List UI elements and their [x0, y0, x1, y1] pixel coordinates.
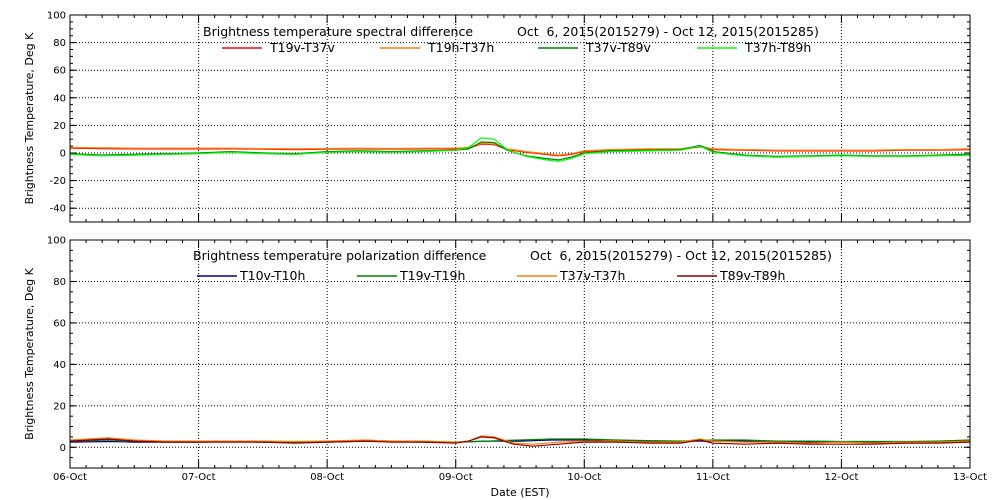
top-series-line-t37h-t89h: [69, 137, 971, 162]
bottom-legend-label: T89v-T89h: [719, 268, 785, 283]
top-date-range: Oct 6, 2015(2015279) - Oct 12, 2015(2015…: [517, 24, 819, 39]
top-ytick-label: -40: [50, 204, 66, 215]
bottom-xtick-label: 09-Oct: [439, 472, 473, 483]
bottom-series-line-t37v-t37h: [69, 435, 971, 445]
top-ytick-label: 40: [53, 93, 66, 104]
top-legend-label: T37v-T89v: [585, 40, 652, 55]
bottom-ytick-label: 0: [60, 443, 66, 454]
bottom-plot-frame: [69, 239, 971, 469]
bottom-ytick-label: 60: [53, 318, 66, 329]
bottom-xtick-label: 10-Oct: [567, 472, 601, 483]
top-ytick-label: -20: [50, 176, 66, 187]
top-ytick-label: 0: [60, 149, 66, 160]
bottom-chart-title: Brightness temperature polarization diff…: [193, 248, 487, 263]
bottom-xtick-label: 11-Oct: [696, 472, 730, 483]
top-ytick-label: 80: [53, 38, 66, 49]
top-panel: -40 -20 0 20 40 60 80 100 Brightness temperature…: [23, 11, 971, 223]
bottom-panel: 0 20 40 60 80 100 Brightness temperature polar…: [23, 236, 987, 500]
bottom-x-axis-label: Date (EST): [490, 486, 549, 499]
top-ytick-label: 60: [53, 66, 66, 77]
bottom-ytick-label: 80: [53, 277, 66, 288]
bottom-xtick-label: 07-Oct: [182, 472, 216, 483]
bottom-xtick-label: 13-Oct: [953, 472, 987, 483]
bottom-legend-label: T10v-T10h: [239, 268, 305, 283]
top-plot-frame: [69, 14, 971, 223]
bottom-xtick-label: 12-Oct: [824, 472, 858, 483]
top-y-axis-label: Brightness Temperature, Deg K: [23, 32, 36, 204]
top-legend-label: T37h-T89h: [744, 40, 811, 55]
top-legend-label: T19h-T37h: [427, 40, 494, 55]
bottom-ytick-label: 100: [47, 236, 66, 247]
bottom-xtick-label: 08-Oct: [310, 472, 344, 483]
bottom-legend-label: T19v-T19h: [399, 268, 465, 283]
top-chart-title: Brightness temperature spectral differen…: [203, 24, 473, 39]
bottom-xtick-label: 06-Oct: [53, 472, 87, 483]
top-series-line-t19h-t37h: [69, 142, 971, 156]
bottom-ytick-label: 20: [53, 401, 66, 412]
bottom-y-axis-label: Brightness Temperature, Deg K: [23, 267, 36, 439]
top-ytick-label: 20: [53, 121, 66, 132]
top-ytick-label: 100: [47, 11, 66, 22]
bottom-date-range: Oct 6, 2015(2015279) - Oct 12, 2015(2015…: [530, 248, 832, 263]
top-legend-label: T19v-T37v: [269, 40, 336, 55]
bottom-series-line-t89v-t89h: [69, 436, 971, 447]
bottom-ytick-label: 40: [53, 360, 66, 371]
bottom-legend-label: T37v-T37h: [559, 268, 625, 283]
